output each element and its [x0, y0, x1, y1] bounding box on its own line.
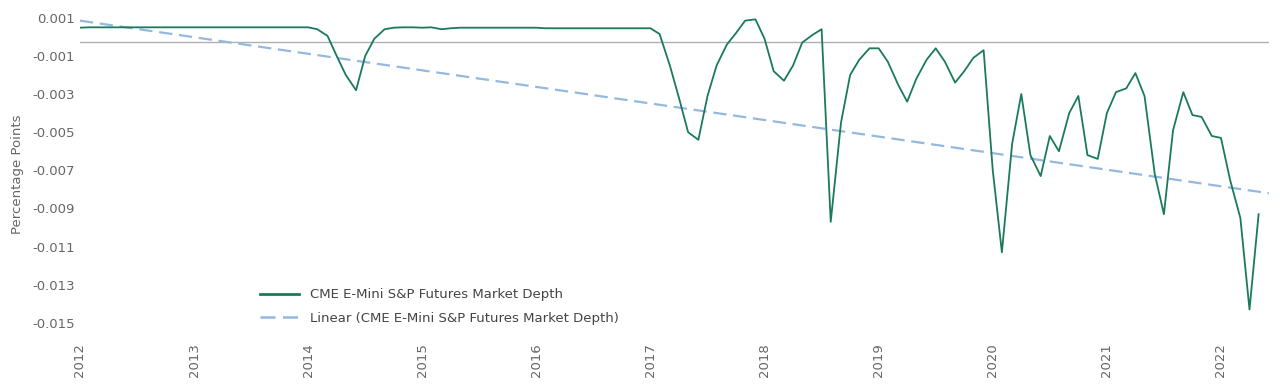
Y-axis label: Percentage Points: Percentage Points: [12, 115, 24, 234]
Legend: CME E-Mini S&P Futures Market Depth, Linear (CME E-Mini S&P Futures Market Depth: CME E-Mini S&P Futures Market Depth, Lin…: [253, 282, 625, 332]
